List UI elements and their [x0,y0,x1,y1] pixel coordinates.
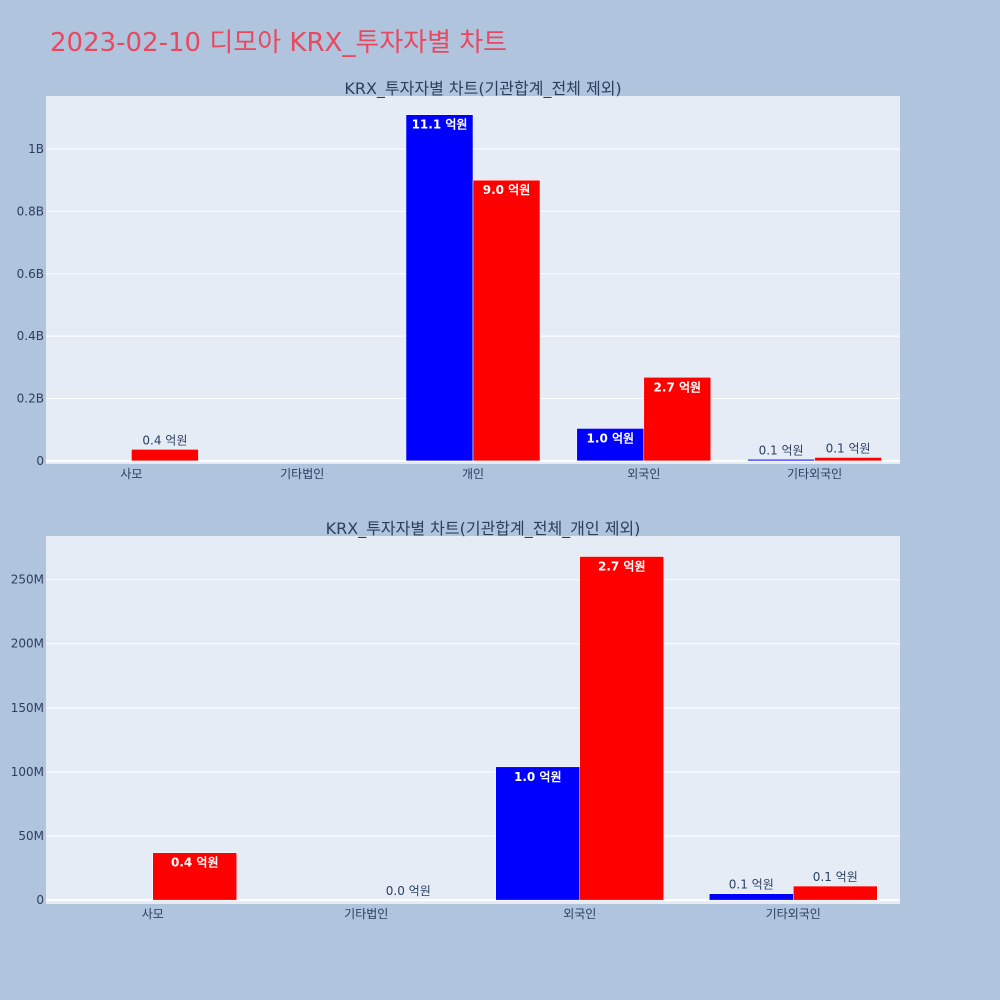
data-label: 0.1 억원 [826,441,871,455]
y-tick-label: 100M [11,765,44,779]
y-tick-label: 0.4B [17,329,44,343]
bar-buy [576,428,645,462]
y-tick-label: 0.8B [17,204,44,218]
data-label: 1.0 억원 [514,770,562,784]
chart-title: KRX_투자자별 차트(기관합계_전체_개인 제외) [326,519,641,539]
bar-sell [793,885,878,901]
data-label: 0.4 억원 [142,433,187,447]
bar-sell [579,556,664,901]
data-label: 0.4 억원 [171,856,219,870]
bar-buy [747,459,815,462]
data-label: 2.7 억원 [598,560,646,574]
data-label: 1.0 억원 [587,431,635,445]
bar-buy [709,893,794,901]
x-tick-label: 사모 [142,907,164,921]
bar-sell [643,377,712,462]
bar-buy [405,114,474,462]
chart-top: 0 0.2B 0.4B 0.6B 0.8B 1B KRX_투자자별 차트(기관합계_전체 제… [17,79,900,481]
data-label: 0.1 억원 [813,870,858,884]
x-tick-label: 사모 [120,467,142,481]
y-tick-label: 0 [36,893,44,907]
data-label: 9.0 억원 [483,183,531,197]
plot-area [46,536,900,904]
x-tick-label: 기타법인 [344,907,388,921]
y-tick-label: 0.6B [17,267,44,281]
x-tick-label: 기타외국인 [787,467,842,481]
chart-bottom: 0 50M 100M 150M 200M 250M KRX_투자자별 차트(기관합계_전체_… [11,519,900,921]
y-tick-label: 1B [28,142,44,156]
bar-sell [814,457,882,462]
y-tick-label: 200M [11,637,44,651]
x-tick-label: 기타법인 [280,467,324,481]
data-label: 2.7 억원 [654,380,702,394]
bar-sell [472,179,541,462]
y-tick-label: 50M [18,829,44,843]
data-label: 0.0 억원 [386,884,431,898]
data-label: 0.1 억원 [759,443,804,457]
y-tick-label: 150M [11,701,44,715]
bar-sell [131,449,199,462]
bar-buy [495,766,580,901]
data-label: 0.1 억원 [729,878,774,892]
y-tick-label: 0 [36,454,44,468]
x-tick-label: 개인 [462,467,484,481]
y-tick-label: 250M [11,573,44,587]
bar-sell [152,852,237,901]
data-label: 11.1 억원 [412,118,468,132]
x-tick-label: 외국인 [563,907,596,921]
x-tick-label: 외국인 [627,467,660,481]
chart-title: KRX_투자자별 차트(기관합계_전체 제외) [344,79,621,99]
page-title: 2023-02-10 디모아 KRX_투자자별 차트 [50,28,508,58]
x-tick-label: 기타외국인 [766,907,821,921]
y-tick-label: 0.2B [17,392,44,406]
